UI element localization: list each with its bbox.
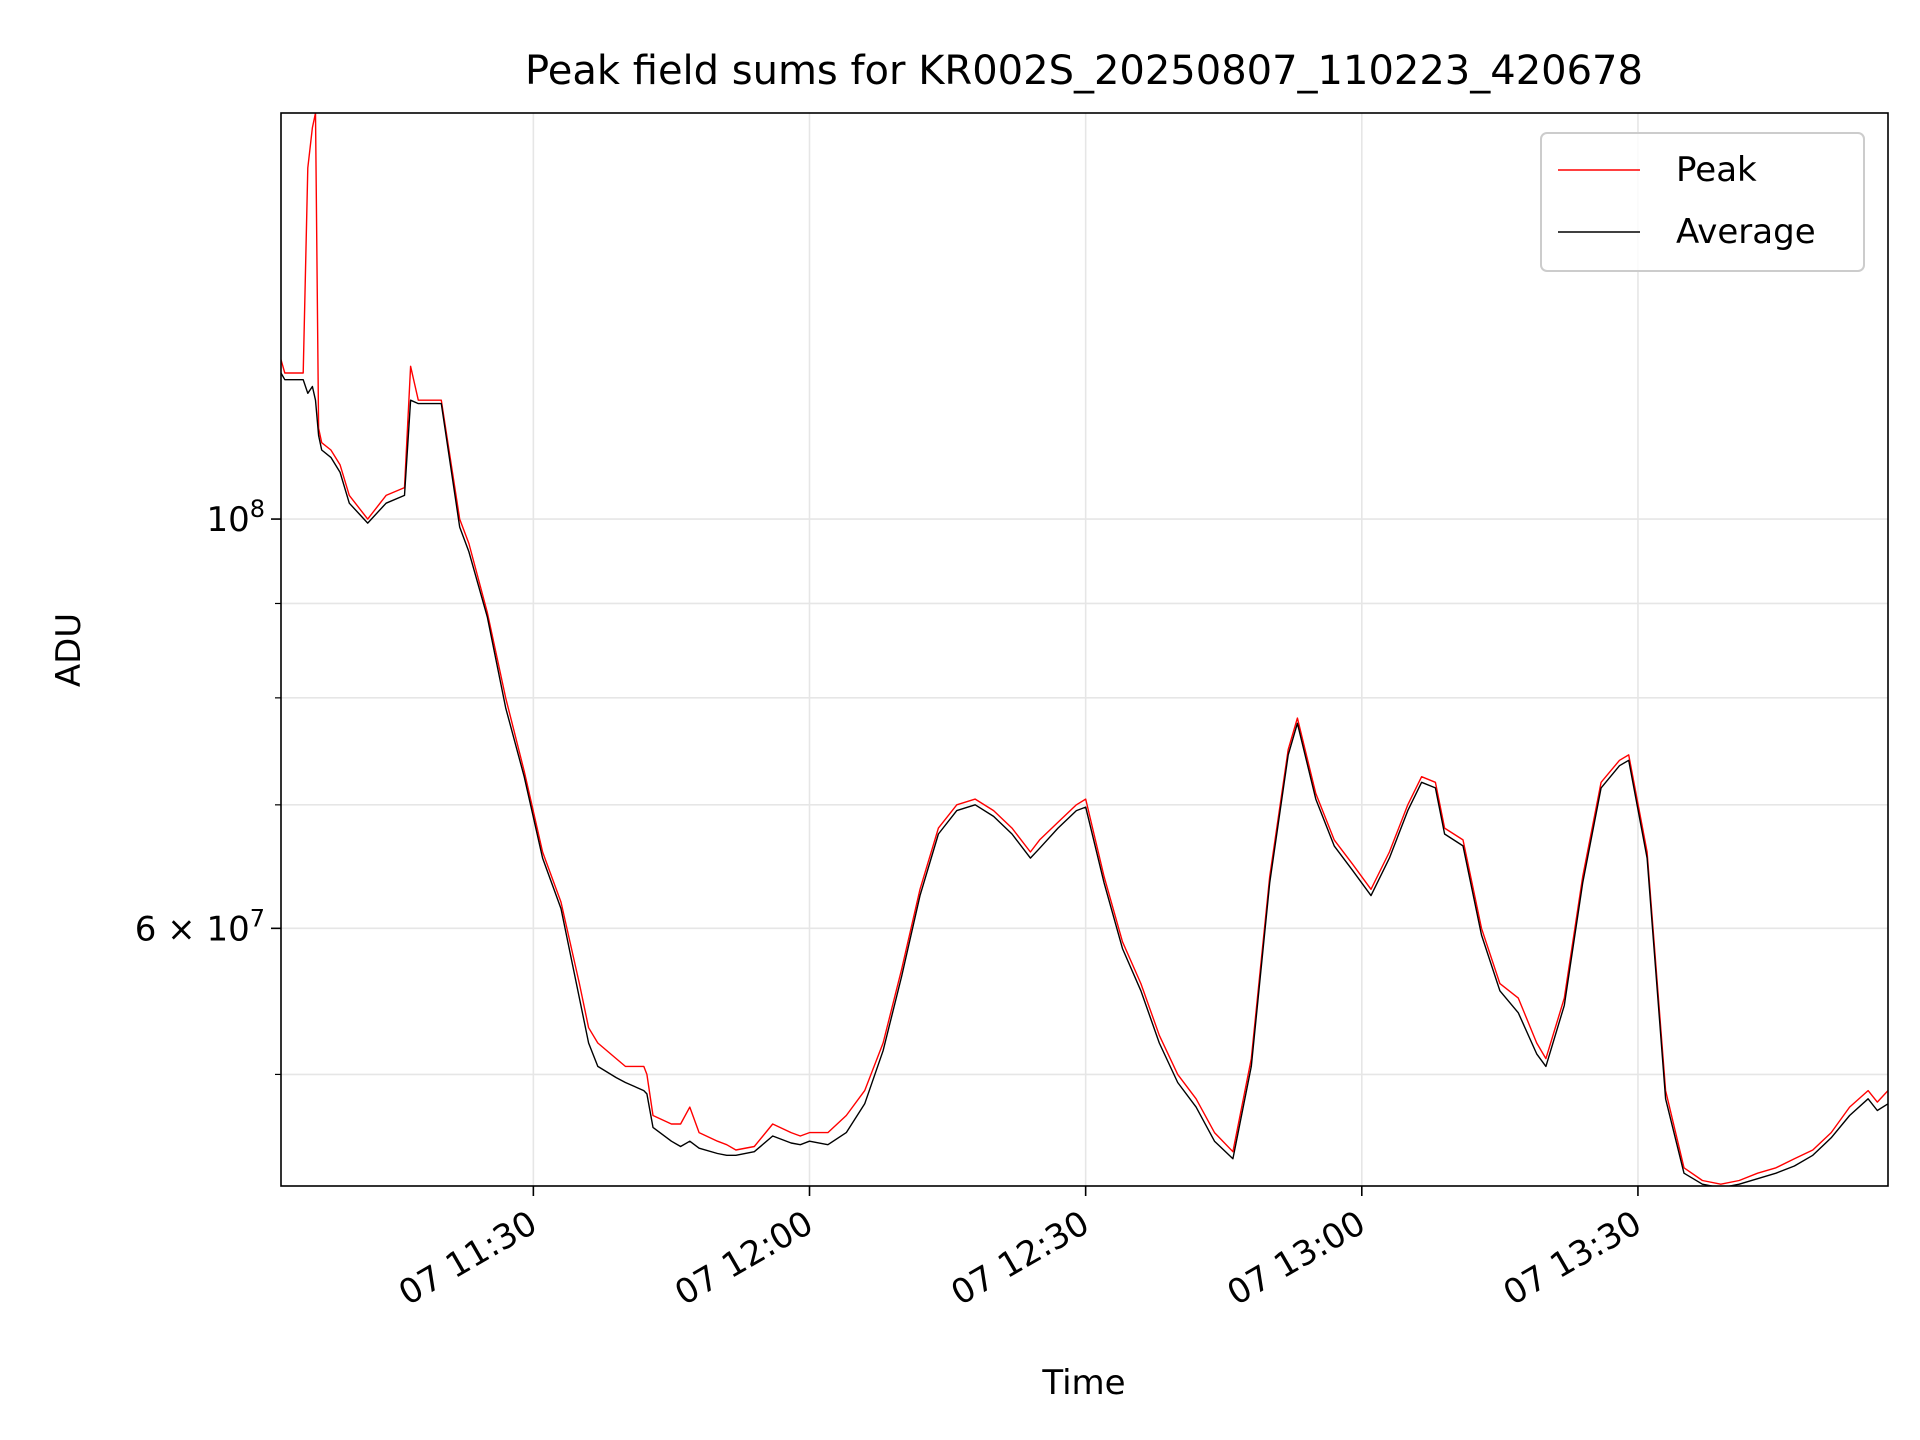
series-layer <box>281 113 1888 1186</box>
y-axis-label: ADU <box>49 613 89 687</box>
x-axis-label: Time <box>1041 1363 1125 1403</box>
plot-frame <box>280 112 1889 1187</box>
legend: Peak Average <box>1540 132 1865 272</box>
legend-average-label: Average <box>1676 212 1816 252</box>
legend-peak-label: Peak <box>1676 150 1757 190</box>
series-line-peak <box>281 113 1888 1185</box>
series-line-average <box>281 372 1888 1186</box>
grid <box>281 113 1888 1186</box>
y-axis-ticks: 108 6 × 107 <box>135 495 281 1076</box>
y-tick-label: 6 × 107 <box>135 904 265 949</box>
y-tick-label: 108 <box>206 495 265 540</box>
chart-title: Peak field sums for KR002S_20250807_1102… <box>525 48 1643 94</box>
legend-box <box>1540 132 1865 272</box>
